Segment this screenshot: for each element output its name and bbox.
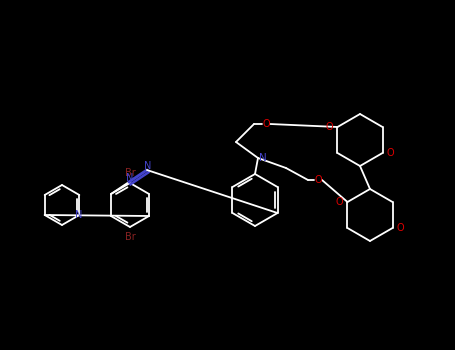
Text: Br: Br [125, 168, 136, 178]
Text: O: O [314, 175, 322, 185]
Text: N: N [126, 173, 134, 183]
Text: O: O [397, 223, 404, 233]
Text: N: N [259, 153, 267, 163]
Text: O: O [336, 197, 343, 207]
Text: Br: Br [125, 232, 136, 242]
Text: O: O [326, 122, 334, 132]
Text: N: N [75, 210, 82, 220]
Text: N: N [144, 161, 152, 171]
Text: O: O [262, 119, 270, 129]
Text: O: O [387, 148, 394, 158]
